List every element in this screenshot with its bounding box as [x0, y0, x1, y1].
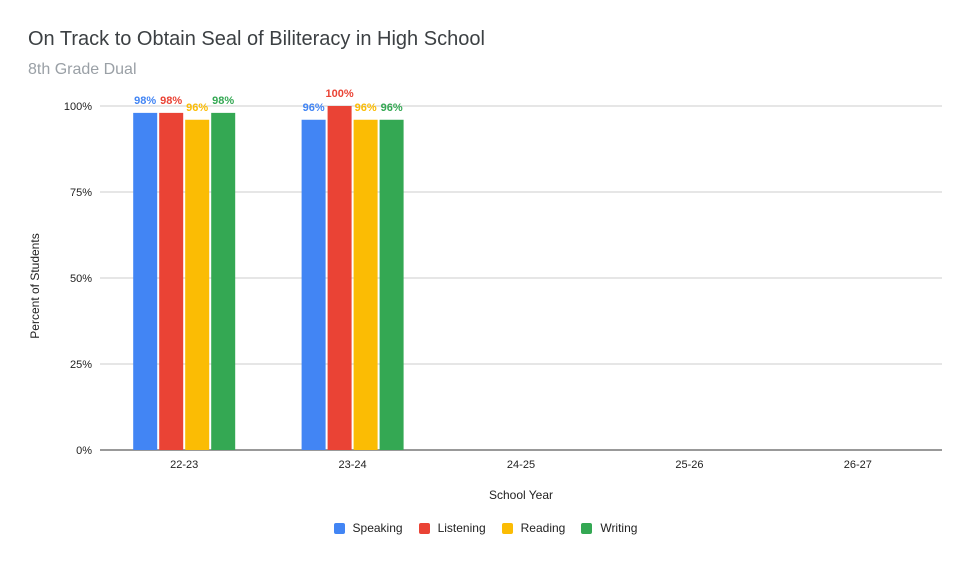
x-tick-label: 25-26	[675, 459, 703, 471]
data-label: 98%	[134, 95, 156, 107]
legend-item-listening: Listening	[418, 520, 486, 536]
bar-writing-23-24	[379, 119, 404, 450]
legend-swatch	[333, 522, 345, 534]
data-label: 98%	[160, 95, 182, 107]
legend-swatch	[418, 522, 430, 534]
legend-label: Speaking	[352, 521, 403, 536]
y-tick-label: 75%	[70, 187, 92, 199]
data-labels: 98% 98%96%98%96%100%96% 96%	[134, 88, 403, 114]
legend-swatch	[581, 522, 593, 534]
bars	[133, 106, 404, 450]
y-tick-label: 100%	[64, 101, 92, 113]
data-label: 98%	[212, 95, 234, 107]
y-axis-title: Percent of Students	[28, 233, 42, 338]
x-tick-label: 22-23	[170, 459, 198, 471]
bar-reading-23-24	[353, 119, 378, 450]
data-label: 100%	[326, 88, 354, 100]
y-axis-ticks: 0% 25% 50% 75% 100%	[64, 101, 92, 457]
bar-writing-22-23	[211, 112, 236, 450]
y-tick-label: 25%	[70, 359, 92, 371]
legend-swatch	[501, 522, 513, 534]
bar-listening-22-23	[159, 112, 184, 450]
legend-label: Listening	[437, 521, 486, 536]
x-tick-label: 26-27	[844, 459, 872, 471]
legend-label: Writing	[600, 521, 638, 536]
bar-speaking-22-23	[133, 112, 158, 450]
chart-subtitle: 8th Grade Dual	[28, 61, 137, 78]
x-axis-ticks: 22-23 23-24 24-25 25-26 26-27	[170, 459, 872, 471]
y-tick-label: 0%	[76, 445, 92, 457]
legend: Speaking Listening Reading Writing	[0, 520, 971, 535]
data-label: 96%	[381, 102, 403, 114]
legend-item-speaking: Speaking	[333, 520, 403, 536]
data-label: 96%	[355, 102, 377, 114]
data-label: 96%	[186, 102, 208, 114]
bar-speaking-23-24	[301, 119, 326, 450]
data-label: 96%	[303, 102, 325, 114]
bar-listening-23-24	[327, 106, 352, 450]
legend-item-writing: Writing	[581, 520, 637, 535]
gridlines	[100, 105, 942, 451]
legend-label: Reading	[520, 521, 566, 536]
y-tick-label: 50%	[70, 273, 92, 285]
x-tick-label: 24-25	[507, 459, 535, 471]
x-tick-label: 23-24	[339, 459, 367, 471]
legend-item-reading: Reading	[501, 520, 566, 536]
x-axis-title: School Year	[489, 488, 553, 502]
chart-title: On Track to Obtain Seal of Biliteracy in…	[28, 28, 485, 50]
bar-reading-22-23	[185, 119, 210, 450]
